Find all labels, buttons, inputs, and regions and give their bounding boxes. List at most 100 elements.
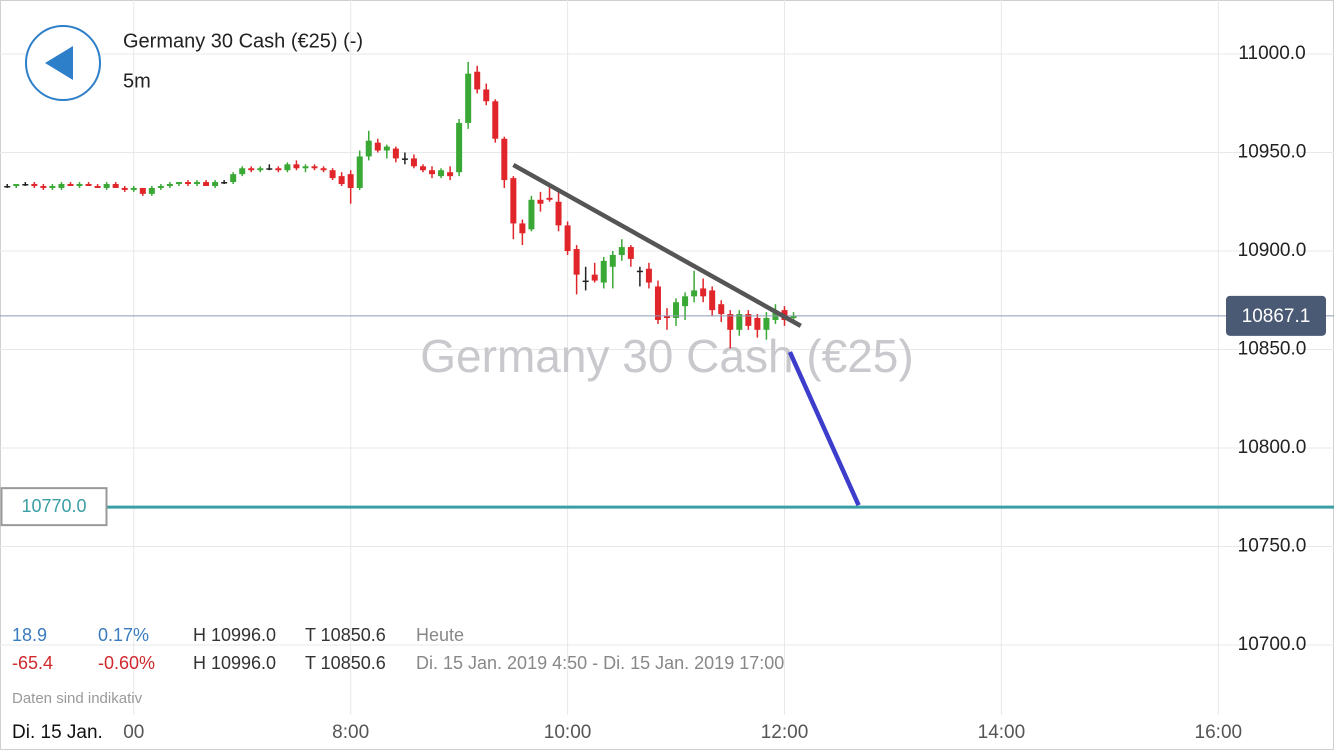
candle-body [212,182,219,186]
candle-body [718,304,725,315]
candle-body [474,71,481,90]
candle-body [49,185,56,188]
x-tick-label: 14:00 [978,722,1026,743]
candle-body [320,168,327,171]
candle-body [221,182,228,184]
candle-body [636,270,643,273]
period: Heute [416,625,464,645]
candle-body [76,184,83,186]
date-label: Di. 15 Jan. [12,722,103,743]
candle-body [618,247,625,255]
low: T 10850.6 [305,653,386,673]
candle-body [130,187,137,190]
candle-body [94,185,101,188]
candle-body [392,148,399,159]
period: Di. 15 Jan. 2019 4:50 - Di. 15 Jan. 2019… [416,653,784,673]
candle-body [40,185,47,188]
y-tick-label: 10900.0 [1238,240,1307,261]
candle-body [654,286,661,320]
candle-body [139,187,146,194]
interval[interactable]: 5m [123,70,151,92]
x-tick-label: 8:00 [332,722,369,743]
candle-body [456,122,463,173]
candle-body [374,142,381,151]
y-tick-label: 10950.0 [1238,142,1307,163]
candle-body [447,172,454,177]
candle-body [148,187,155,194]
candle-body [302,166,309,169]
candle-body [546,197,553,200]
candle-body [736,314,743,330]
candle-body [555,201,562,226]
change-pct: 0.17% [98,625,149,645]
candle-body [184,182,191,185]
trend-line [512,162,802,328]
candle-body [85,184,92,186]
disclaimer: Daten sind indikativ [12,690,143,707]
candle-body [13,184,20,186]
candle-body [627,247,634,259]
candle-body [194,182,201,185]
candle-body [121,187,128,190]
grid [0,0,1334,715]
current-price-label: 10867.1 [1242,306,1311,327]
candle-body [356,156,363,188]
y-tick-label: 10850.0 [1238,339,1307,360]
y-tick-label: 10700.0 [1238,634,1307,655]
candle-body [175,182,182,185]
candle-body [790,315,797,318]
y-tick-label: 10750.0 [1238,536,1307,557]
candle-body [67,184,74,186]
candle-body [410,158,417,167]
candle-body [438,170,445,177]
watermark: Germany 30 Cash (€25) [420,330,913,382]
candle-body [754,317,761,330]
candle-body [600,260,607,283]
y-tick-label: 10800.0 [1238,437,1307,458]
candle-body [293,164,300,169]
candle-body [682,296,689,307]
level-label: 10770.0 [21,496,86,516]
candle-body [763,317,770,330]
instrument-title: Germany 30 Cash (€25) (-) [123,30,363,52]
candle-body [383,146,390,151]
candle-body [266,168,273,170]
candle-body [465,73,472,123]
candle-body [103,184,110,188]
candle-body [582,280,589,283]
candle-body [275,168,282,171]
candle-body [230,174,237,183]
candle-body [564,225,571,252]
candle-body [239,168,246,175]
axes: 10700.0 10750.0 10800.0 10850.0 10900.0 10950… [0,43,1326,743]
candle-body [257,168,264,171]
candle-body [401,158,408,160]
candle-body [645,268,652,283]
level-box [0,487,108,527]
candle-body [166,184,173,186]
candle-body [248,168,255,171]
candle-body [419,166,426,171]
current-price-box [1226,295,1326,336]
high: H 10996.0 [193,653,276,673]
candle-body [365,140,372,157]
x-tick-label: 10:00 [544,722,592,743]
trend-line [787,351,861,507]
change-pct: -0.60% [98,653,155,673]
candle-body [691,290,698,297]
candle-body [31,184,38,186]
x-tick-label: 16:00 [1195,722,1243,743]
candle-body [709,290,716,311]
y-tick-label: 11000.0 [1238,43,1305,64]
candle-body [4,185,11,188]
candle-body [537,199,544,204]
back-icon [45,46,73,80]
candle-body [338,176,345,185]
candle-body [501,138,508,181]
candle-body [58,184,65,188]
candle-body [492,101,499,139]
candle-body [664,316,670,318]
low: T 10850.6 [305,625,386,645]
